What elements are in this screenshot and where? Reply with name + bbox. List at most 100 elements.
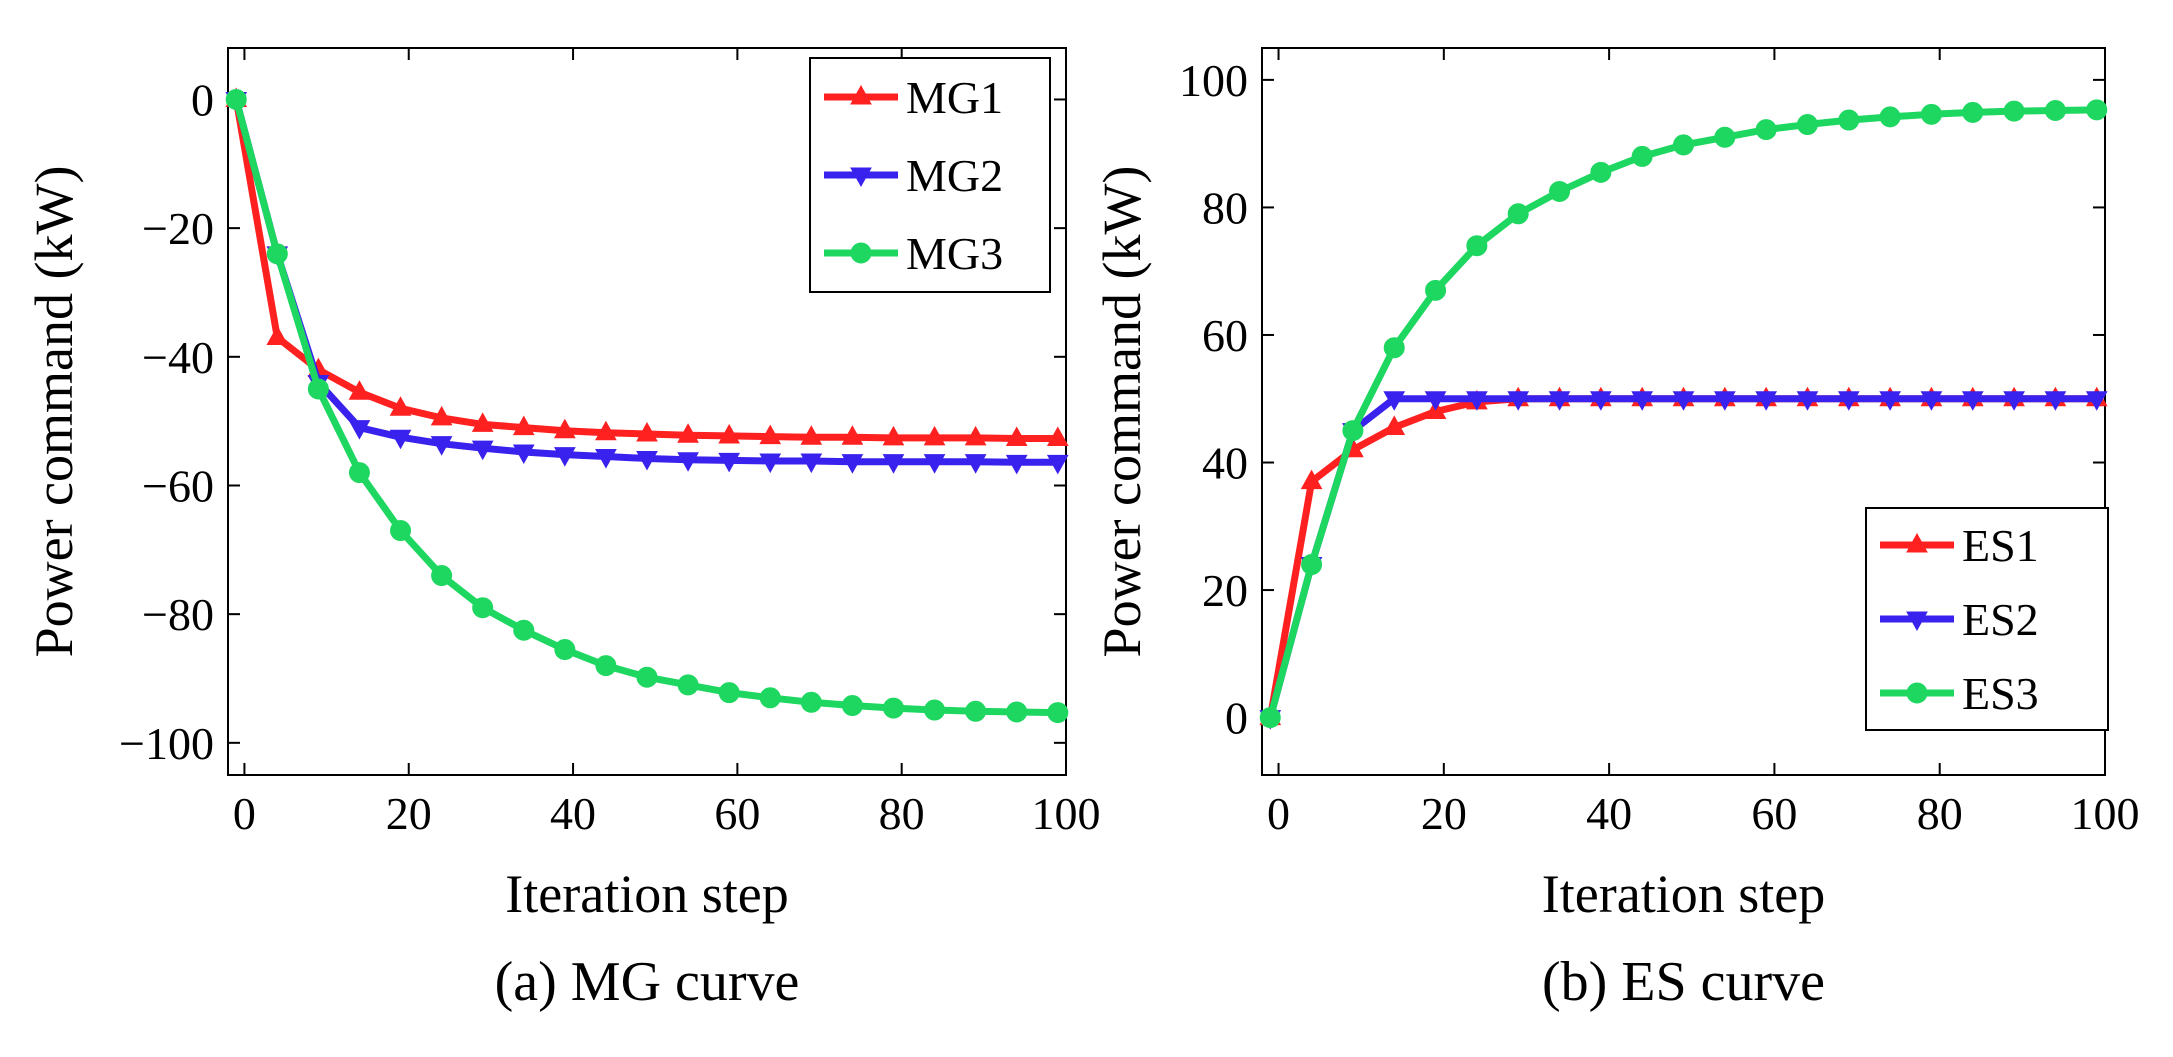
legend-marker-mg2 — [850, 167, 872, 188]
data-point-mg2 — [595, 449, 617, 469]
data-point-mg1 — [636, 421, 658, 442]
legend-label-mg2: MG2 — [906, 150, 1003, 201]
data-point-mg3 — [390, 520, 412, 542]
data-point-es2 — [1961, 391, 1984, 411]
data-point-mg3 — [800, 691, 822, 713]
legend-marker-mg3 — [850, 242, 872, 264]
data-point-mg3 — [595, 655, 617, 677]
data-point-mg2 — [389, 429, 412, 450]
data-point-mg1 — [553, 418, 576, 439]
x-tick-label: 0 — [1267, 788, 1290, 839]
series-mg3 — [225, 88, 1069, 724]
y-axis-label: Power command (kW) — [1092, 166, 1152, 658]
data-point-mg3 — [636, 666, 658, 688]
data-point-es3 — [1301, 554, 1323, 576]
data-point-mg1 — [595, 420, 617, 441]
data-point-es3 — [1714, 126, 1736, 148]
data-point-es3 — [1673, 134, 1694, 156]
data-point-es2 — [1879, 391, 1901, 411]
data-point-mg2 — [348, 420, 371, 440]
data-point-mg3 — [431, 565, 453, 587]
data-point-es2 — [1383, 391, 1406, 411]
data-point-es2 — [1466, 391, 1488, 411]
data-point-mg2 — [1005, 454, 1028, 475]
data-point-mg3 — [759, 687, 781, 709]
data-point-mg3 — [841, 695, 863, 717]
data-point-es2 — [1713, 391, 1736, 411]
y-tick-label: −60 — [142, 460, 214, 511]
legend-label-es1: ES1 — [1962, 520, 2039, 571]
data-point-mg2 — [718, 452, 741, 473]
x-axis-label: Iteration step — [505, 864, 788, 924]
data-point-mg3 — [882, 697, 904, 719]
data-point-es2 — [2044, 391, 2067, 411]
chart-caption: (b) ES curve — [1542, 951, 1825, 1013]
data-point-es3 — [1549, 180, 1571, 202]
data-point-es2 — [1548, 391, 1571, 411]
y-tick-label: −40 — [142, 332, 214, 383]
data-point-mg3 — [307, 378, 329, 400]
data-point-mg1 — [389, 396, 412, 416]
y-tick-label: 0 — [191, 74, 214, 125]
data-point-es3 — [1590, 161, 1612, 183]
x-tick-label: 0 — [233, 788, 256, 839]
data-point-es1 — [1383, 415, 1406, 435]
series-mg1 — [225, 87, 1069, 447]
data-point-mg1 — [882, 425, 905, 446]
legend-marker-es2 — [1906, 611, 1928, 632]
x-tick-label: 80 — [879, 788, 925, 839]
data-point-es3 — [1342, 420, 1364, 442]
data-point-mg1 — [348, 380, 371, 400]
data-point-es3 — [1259, 707, 1281, 729]
data-point-es3 — [1879, 106, 1901, 128]
data-point-es2 — [1796, 391, 1819, 411]
plot-frame — [1261, 47, 2106, 776]
data-point-mg1 — [1046, 426, 1069, 447]
data-point-mg1 — [1005, 426, 1028, 447]
data-point-mg1 — [677, 423, 699, 443]
data-point-mg2 — [841, 454, 864, 474]
data-point-es2 — [1507, 391, 1530, 411]
x-tick-label: 100 — [1032, 788, 1101, 839]
data-point-es3 — [1507, 203, 1529, 225]
data-point-mg1 — [471, 412, 494, 432]
y-tick-label: 100 — [1179, 55, 1248, 106]
data-point-mg1 — [759, 424, 782, 445]
data-point-mg1 — [841, 425, 864, 445]
data-point-mg3 — [677, 674, 699, 696]
legend-label-es2: ES2 — [1962, 594, 2039, 645]
data-point-mg3 — [225, 88, 247, 110]
plot-frame — [227, 47, 1067, 776]
data-point-mg2 — [882, 454, 905, 474]
data-point-es3 — [2086, 99, 2108, 121]
y-axis-label: Power command (kW) — [24, 166, 84, 658]
x-tick-label: 60 — [714, 788, 760, 839]
x-tick-label: 40 — [550, 788, 596, 839]
data-point-mg2 — [923, 454, 946, 474]
x-tick-label: 80 — [1917, 788, 1963, 839]
data-point-mg3 — [472, 597, 494, 619]
data-point-es3 — [1466, 235, 1488, 257]
data-point-es2 — [2085, 391, 2108, 411]
data-point-mg2 — [636, 450, 658, 471]
data-point-es3 — [2003, 100, 2025, 122]
data-point-es3 — [1631, 145, 1653, 167]
data-point-mg2 — [1046, 454, 1069, 475]
legend: MG1 MG2 MG3 — [809, 57, 1051, 293]
data-point-mg3 — [718, 682, 740, 704]
data-point-es3 — [1755, 119, 1777, 141]
data-point-mg2 — [677, 452, 699, 472]
data-point-es3 — [1962, 101, 1984, 123]
data-point-mg1 — [964, 425, 987, 446]
chart-panel-1: 0 20 40 60 80 100 0 −20 −40 −60 −80 −100 MG1 MG2 MG3 It… — [24, 47, 1101, 1013]
legend: ES1 ES2 ES3 — [1865, 507, 2109, 731]
legend-marker-es3 — [1906, 682, 1928, 704]
data-point-es2 — [1837, 391, 1860, 411]
legend-label-mg3: MG3 — [906, 228, 1003, 279]
data-point-mg1 — [430, 405, 453, 426]
legend-label-mg1: MG1 — [906, 72, 1003, 123]
data-point-mg3 — [965, 700, 987, 722]
data-point-es2 — [1590, 391, 1612, 411]
y-tick-label: 60 — [1202, 310, 1248, 361]
